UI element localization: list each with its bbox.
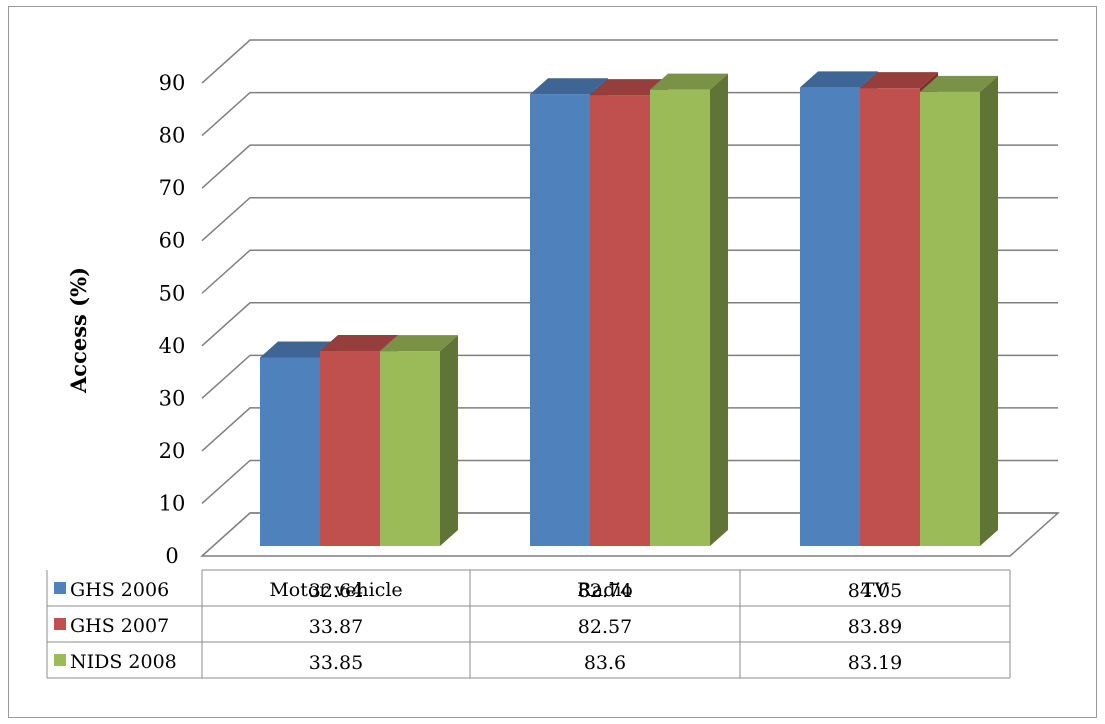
gridline	[201, 144, 1058, 189]
legend-swatch	[54, 582, 66, 594]
data-label: 32.64	[309, 580, 363, 602]
y-tick-label: 80	[159, 124, 186, 148]
category-label: TV	[862, 579, 889, 601]
category-label: Motor vehicle	[269, 579, 402, 601]
y-tick-label: 10	[159, 491, 186, 515]
gridline	[201, 354, 1058, 399]
legend-entry: NIDS 2008	[70, 651, 177, 673]
legend-entry: GHS 2007	[70, 615, 169, 637]
legend-swatch	[54, 654, 66, 666]
gridline	[201, 459, 1058, 505]
gridline	[201, 407, 1058, 452]
gridline	[201, 302, 1058, 347]
y-tick-label: 70	[159, 176, 186, 200]
bar	[650, 73, 728, 546]
y-tick-label: 20	[159, 439, 186, 463]
bar	[380, 335, 458, 546]
gridline	[201, 196, 1058, 242]
data-label: 83.6	[584, 652, 626, 674]
chart-floor	[200, 512, 1060, 557]
data-label: 33.85	[309, 652, 363, 674]
gridline	[201, 39, 1058, 84]
gridline	[201, 91, 1058, 137]
category-label: Radio	[577, 579, 633, 601]
legend-swatch	[54, 618, 66, 630]
y-tick-label: 0	[165, 544, 178, 568]
y-tick-label: 50	[159, 281, 186, 305]
data-label: 83.89	[848, 616, 902, 638]
y-axis-label: Access (%)	[66, 267, 91, 394]
y-tick-label: 30	[159, 386, 186, 410]
y-tick-label: 40	[159, 334, 186, 358]
data-label: 82.57	[578, 616, 632, 638]
y-tick-label: 90	[159, 71, 186, 95]
bar	[920, 75, 998, 546]
y-tick-label: 60	[159, 229, 186, 253]
bar	[260, 341, 338, 546]
data-label: 82.74	[578, 580, 632, 602]
data-label: 33.87	[309, 616, 363, 638]
legend-entry: GHS 2006	[70, 579, 169, 601]
gridline	[201, 249, 1058, 294]
data-label: 83.19	[848, 652, 902, 674]
data-label: 84.05	[848, 580, 902, 602]
